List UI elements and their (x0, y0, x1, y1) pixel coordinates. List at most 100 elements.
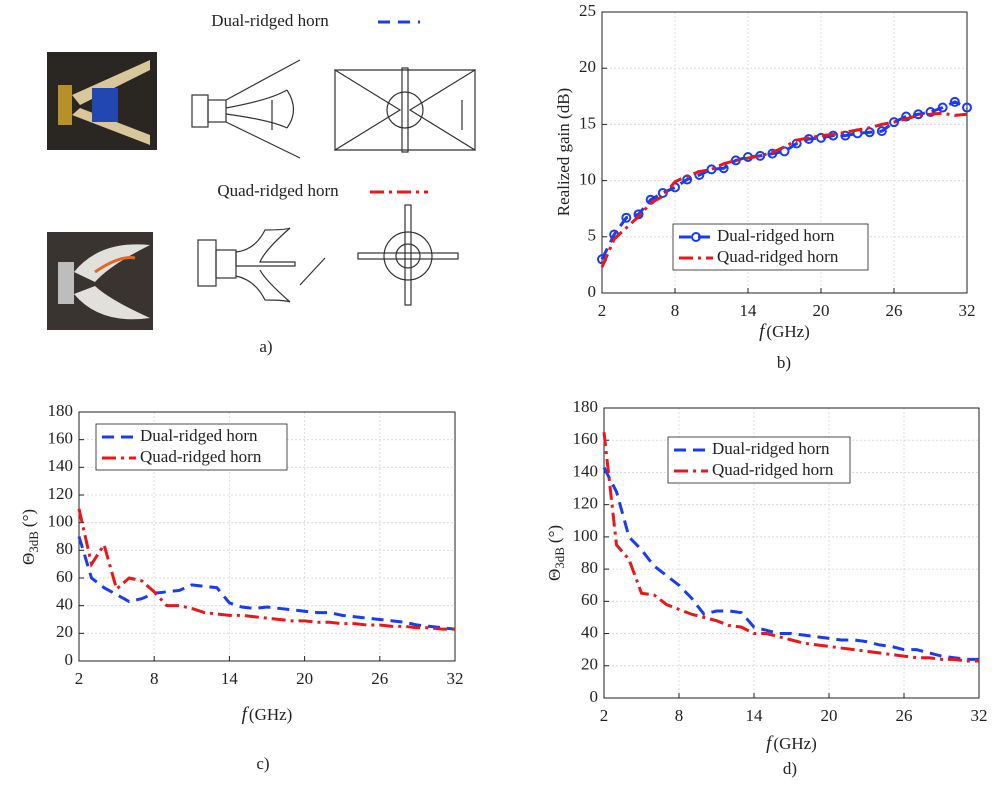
y-tick-label: 140 (573, 461, 599, 480)
legend-label: Quad-ridged horn (717, 247, 839, 266)
series-line (77, 508, 455, 631)
y-tick-label: 100 (573, 526, 599, 545)
x-tick-label: 26 (896, 706, 913, 725)
legend-box (95, 423, 288, 471)
x-tick-label: 14 (221, 669, 239, 688)
x-tick-label: 20 (813, 301, 830, 320)
x-axis-unit: (GHz) (773, 734, 816, 753)
y-axis-label: Θ3dB (°) (545, 525, 567, 581)
x-axis-var: f (759, 321, 767, 342)
label-dual: Dual-ridged horn (211, 11, 329, 30)
marker (949, 96, 960, 107)
legend-box (672, 223, 869, 271)
y-tick-label: 40 (581, 622, 598, 641)
x-tick-label: 32 (447, 669, 464, 688)
x-axis-unit: (GHz) (766, 322, 809, 341)
x-tick-label: 20 (296, 669, 313, 688)
y-tick-label: 15 (579, 113, 596, 132)
y-tick-label: 160 (573, 429, 599, 448)
legend-label: Dual-ridged horn (717, 226, 835, 245)
label-quad: Quad-ridged horn (217, 181, 339, 200)
marker (779, 146, 790, 157)
x-axis-unit: (GHz) (249, 705, 292, 724)
series-line (77, 536, 456, 631)
y-axis-unit: (°) (545, 525, 564, 543)
x-tick-label: 26 (371, 669, 388, 688)
legend-label: Quad-ridged horn (140, 447, 262, 466)
x-tick-label: 26 (886, 301, 903, 320)
y-axis-label: Θ3dB (°) (19, 509, 41, 565)
legend-label: Quad-ridged horn (712, 460, 834, 479)
y-tick-label: 180 (48, 401, 74, 420)
y-axis-sub: 3dB (26, 531, 41, 553)
y-tick-label: 180 (573, 397, 599, 416)
legend-marker (691, 232, 701, 242)
x-tick-label: 2 (75, 669, 84, 688)
y-tick-label: 25 (579, 1, 596, 20)
y-tick-label: 120 (48, 484, 74, 503)
y-tick-label: 20 (581, 655, 598, 674)
x-tick-label: 14 (740, 301, 758, 320)
marker (767, 148, 778, 159)
legend-label: Dual-ridged horn (140, 426, 258, 445)
legend-box (667, 436, 851, 484)
x-axis-label: f (GHz) (242, 704, 293, 725)
y-tick-label: 140 (48, 456, 74, 475)
marker (706, 164, 717, 175)
series-line (600, 111, 968, 268)
marker (925, 107, 936, 118)
marker (889, 117, 899, 128)
y-tick-label: 40 (56, 595, 73, 614)
y-tick-label: 100 (48, 512, 74, 531)
marker (937, 102, 948, 113)
x-tick-label: 8 (671, 301, 680, 320)
y-tick-label: 60 (581, 590, 598, 609)
y-axis-label: Realized gain (dB) (554, 88, 573, 216)
y-tick-label: 160 (48, 429, 74, 448)
axes-box (603, 407, 980, 699)
x-axis-label: f (GHz) (766, 733, 817, 754)
y-axis-main: Θ (19, 553, 38, 565)
marker (962, 102, 972, 113)
y-tick-label: 20 (579, 57, 596, 76)
marker (876, 126, 887, 137)
y-axis-main: Θ (545, 569, 564, 581)
y-tick-label: 10 (579, 170, 596, 189)
y-tick-label: 120 (573, 494, 599, 513)
series-line (602, 432, 979, 663)
y-axis-unit: (°) (19, 509, 38, 527)
caption: b) (777, 353, 791, 372)
y-tick-label: 80 (581, 558, 598, 577)
x-tick-label: 2 (600, 706, 609, 725)
x-tick-label: 8 (150, 669, 159, 688)
axes-box (601, 11, 968, 294)
caption: d) (783, 759, 797, 778)
y-tick-label: 80 (56, 539, 73, 558)
x-tick-label: 32 (971, 706, 988, 725)
marker (840, 130, 851, 141)
x-tick-label: 20 (821, 706, 838, 725)
x-axis-var: f (766, 733, 774, 754)
series-line (602, 466, 979, 661)
x-tick-label: 32 (959, 301, 976, 320)
y-tick-label: 60 (56, 567, 73, 586)
y-tick-label: 0 (65, 650, 74, 669)
marker (621, 212, 632, 223)
y-tick-label: 0 (590, 687, 599, 706)
x-axis-var: f (242, 704, 250, 725)
x-tick-label: 14 (746, 706, 764, 725)
y-axis-sub: 3dB (552, 547, 567, 569)
y-tick-label: 20 (56, 622, 73, 641)
y-tick-label: 5 (588, 226, 597, 245)
legend-label: Dual-ridged horn (712, 439, 830, 458)
x-axis-label: f (GHz) (759, 321, 810, 342)
caption: c) (256, 754, 269, 773)
x-tick-label: 8 (675, 706, 684, 725)
panel-a (47, 52, 476, 330)
y-axis-main: Realized gain (dB) (554, 88, 573, 216)
caption-a: a) (259, 337, 272, 356)
y-tick-label: 0 (588, 282, 597, 301)
x-tick-label: 2 (598, 301, 607, 320)
